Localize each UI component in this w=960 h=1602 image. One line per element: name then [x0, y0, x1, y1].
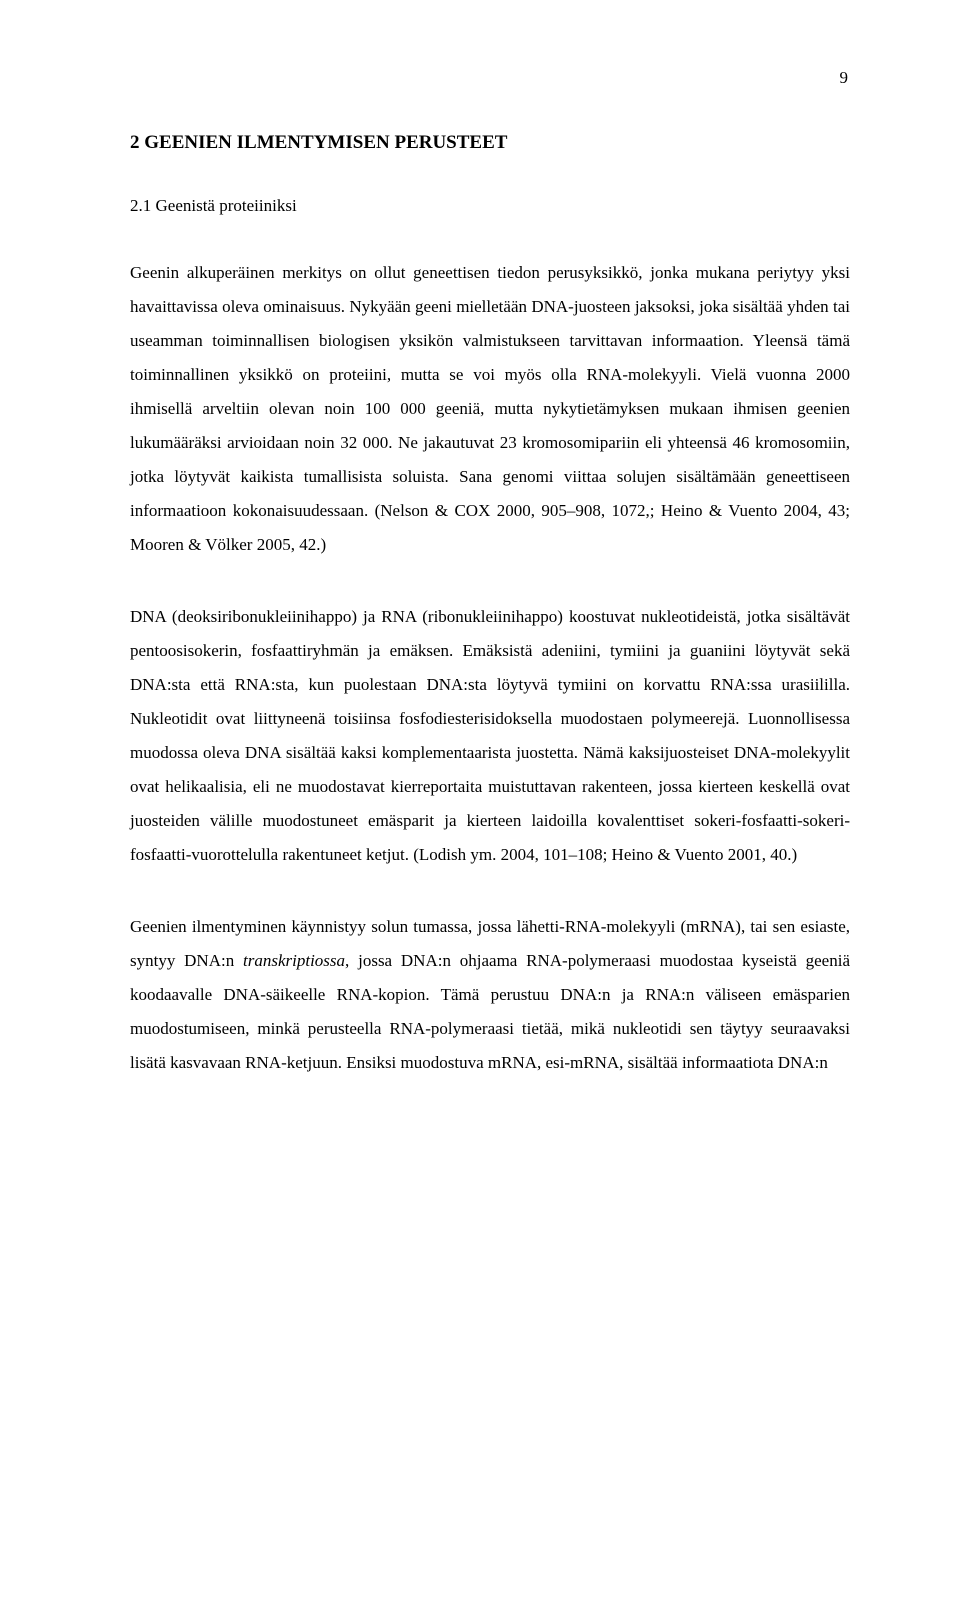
- chapter-heading: 2 GEENIEN ILMENTYMISEN PERUSTEET: [130, 132, 850, 154]
- body-paragraph-2: DNA (deoksiribonukleiinihappo) ja RNA (r…: [130, 600, 850, 872]
- body-paragraph-1: Geenin alkuperäinen merkitys on ollut ge…: [130, 256, 850, 562]
- section-heading: 2.1 Geenistä proteiiniksi: [130, 196, 850, 216]
- page-number: 9: [130, 68, 850, 88]
- body-paragraph-3: Geenien ilmentyminen käynnistyy solun tu…: [130, 910, 850, 1080]
- italic-term: transkriptiossa: [243, 951, 345, 970]
